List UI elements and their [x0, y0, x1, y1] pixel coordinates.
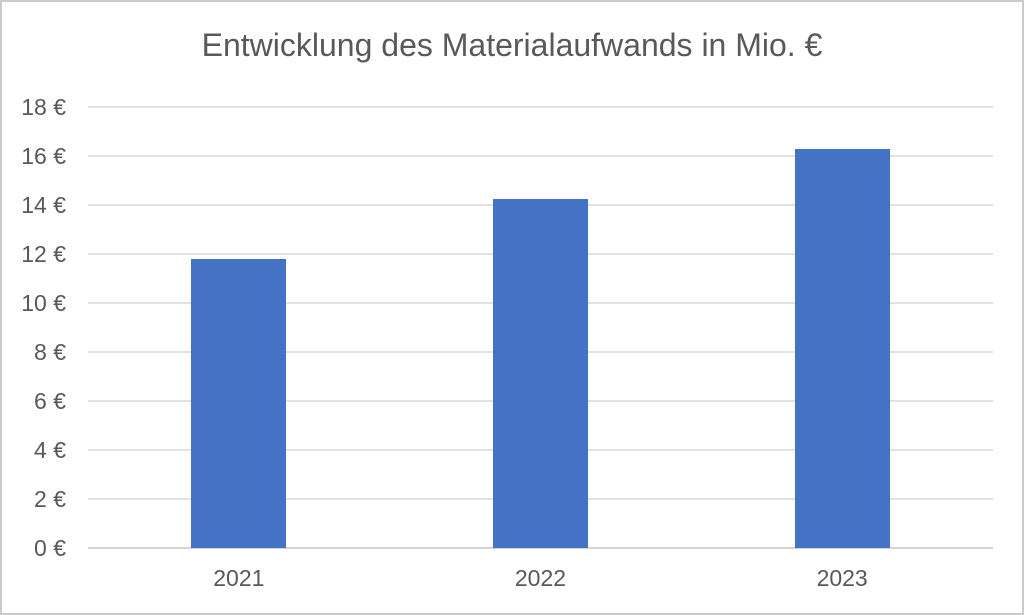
- plot-area: [88, 106, 993, 549]
- x-tick-label-2022: 2022: [514, 565, 567, 591]
- gridline: [88, 155, 993, 157]
- y-tick-label: 6 €: [34, 388, 66, 414]
- y-tick-label: 12 €: [21, 241, 66, 267]
- y-tick-label: 0 €: [34, 535, 66, 561]
- x-axis-line: [88, 547, 993, 549]
- y-tick-label: 16 €: [21, 143, 66, 169]
- bar-2021: [191, 258, 287, 548]
- y-tick-label: 4 €: [34, 437, 66, 463]
- x-tick-label-2021: 2021: [213, 565, 265, 591]
- y-tick-label: 10 €: [21, 290, 66, 316]
- bar-2022: [493, 198, 588, 548]
- x-axis-labels: 2021 2022 2023: [88, 558, 993, 598]
- bar-2023: [794, 148, 890, 548]
- gridline: [88, 106, 993, 108]
- y-tick-label: 18 €: [21, 94, 66, 120]
- x-tick-label-2023: 2023: [816, 565, 868, 591]
- chart-title: Entwicklung des Materialaufwands in Mio.…: [201, 27, 823, 63]
- y-tick-label: 2 €: [34, 486, 66, 512]
- y-tick-label: 8 €: [34, 339, 66, 365]
- bars-layer: [88, 107, 993, 548]
- y-tick-label: 14 €: [21, 192, 66, 218]
- y-axis-labels: 0 € 2 € 4 € 6 € 8 € 10 € 12 € 14 € 16 € 18 €: [2, 94, 66, 561]
